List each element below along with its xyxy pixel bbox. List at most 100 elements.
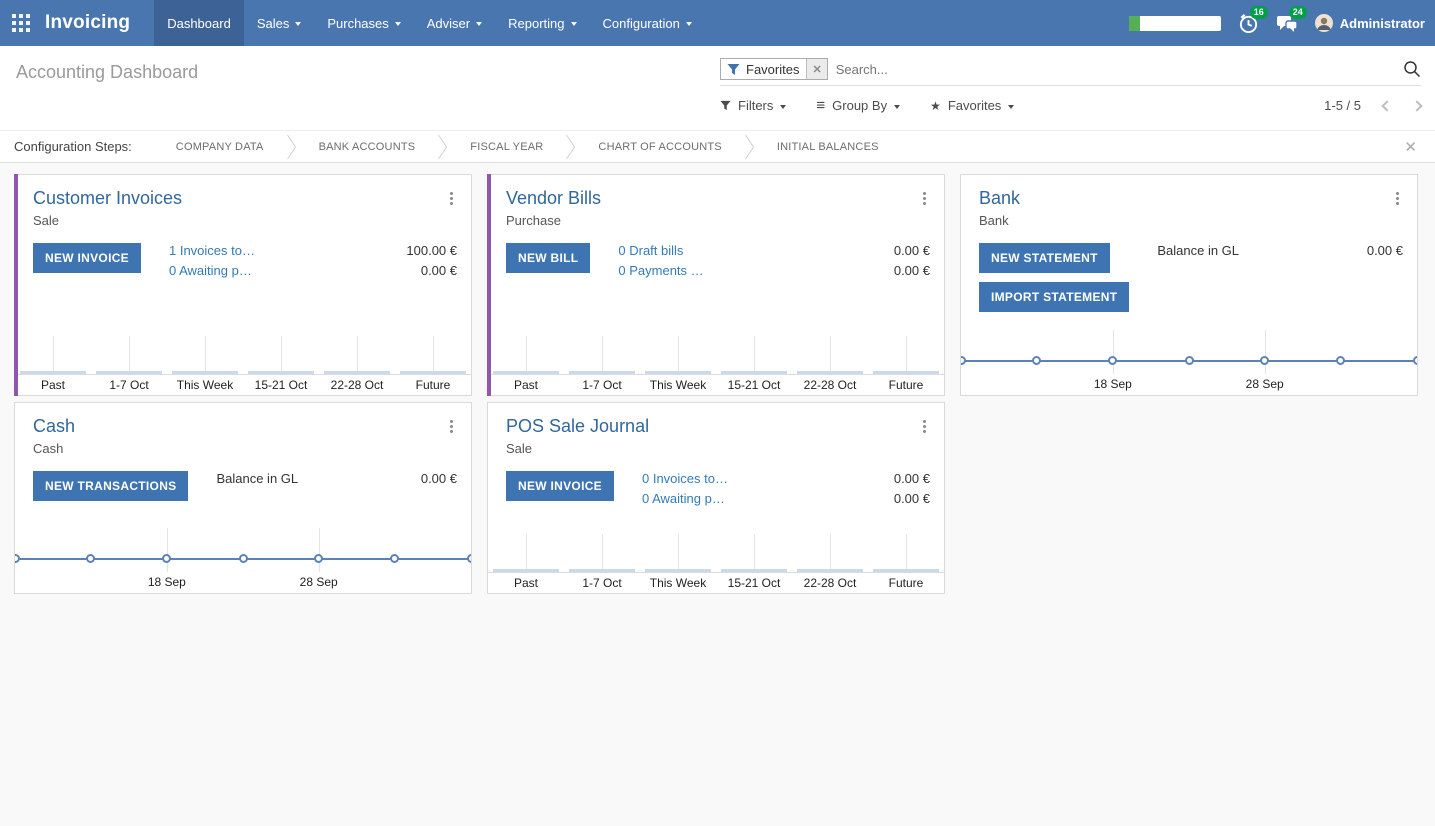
x-axis-label: 22-28 Oct: [803, 378, 857, 392]
caret-down-icon: [295, 22, 302, 26]
app-brand: Invoicing: [0, 0, 154, 46]
star-icon: ★: [930, 98, 941, 113]
x-axis-label: 15-21 Oct: [727, 378, 781, 392]
step-chart-of-accounts[interactable]: CHART OF ACCOUNTS: [598, 140, 722, 153]
card-title[interactable]: Bank: [979, 188, 1021, 208]
app-title[interactable]: Invoicing: [45, 12, 131, 33]
amount: 0.00 €: [893, 471, 930, 486]
x-axis-label: 28 Sep: [1245, 377, 1284, 391]
search-icon[interactable]: [1403, 60, 1421, 78]
step-bank-accounts[interactable]: BANK ACCOUNTS: [318, 140, 416, 153]
card-subtitle: Bank: [979, 213, 1009, 228]
menu-purchases[interactable]: Purchases: [314, 0, 413, 46]
pager-next-button[interactable]: [1411, 99, 1423, 112]
caret-down-icon: [476, 22, 483, 26]
messages-button[interactable]: 24: [1276, 5, 1307, 34]
user-name: Administrator: [1339, 15, 1425, 31]
navbar-systray: 16 24 Administrator: [1128, 0, 1435, 46]
card-title[interactable]: Cash: [33, 416, 76, 436]
group-by-button[interactable]: ≡ Group By: [816, 98, 901, 113]
step-fiscal-year[interactable]: FISCAL YEAR: [470, 140, 544, 153]
new-invoice-button[interactable]: NEW INVOICE: [33, 243, 141, 273]
x-axis-label: Past: [513, 378, 538, 392]
new-bill-button[interactable]: NEW BILL: [506, 243, 591, 273]
x-axis-label: 15-21 Oct: [254, 378, 308, 392]
menu-reporting[interactable]: Reporting: [495, 0, 589, 46]
card-menu-button[interactable]: [1392, 188, 1403, 209]
new-transactions-button[interactable]: NEW TRANSACTIONS: [33, 471, 189, 501]
card-title[interactable]: POS Sale Journal: [506, 416, 650, 436]
x-axis-label: 15-21 Oct: [727, 576, 781, 590]
journal-line-chart: 18 Sep 28 Sep: [15, 528, 471, 593]
new-statement-button[interactable]: NEW STATEMENT: [979, 243, 1110, 273]
x-axis-label: Past: [513, 576, 538, 590]
card-menu-button[interactable]: [919, 416, 930, 437]
user-menu[interactable]: Administrator: [1314, 14, 1425, 32]
step-company-data[interactable]: COMPANY DATA: [175, 140, 264, 153]
new-invoice-button[interactable]: NEW INVOICE: [506, 471, 614, 501]
journal-bar-chart: Past 1-7 Oct This Week 15-21 Oct 22-28 Oct Fu…: [488, 528, 944, 593]
x-axis-label: 1-7 Oct: [582, 378, 622, 392]
x-axis-label: This Week: [649, 576, 707, 590]
funnel-icon: [720, 100, 731, 111]
configuration-steps-label: Configuration Steps:: [14, 139, 132, 154]
activities-button[interactable]: 16: [1238, 5, 1268, 34]
search-bar: Favorites ✕: [720, 58, 1421, 86]
pager: 1-5 / 5: [1324, 98, 1423, 113]
filters-button[interactable]: Filters: [720, 98, 787, 113]
favorites-button[interactable]: ★ Favorites: [930, 98, 1015, 113]
card-title[interactable]: Customer Invoices: [33, 188, 183, 208]
x-axis-label: Future: [888, 576, 924, 590]
card-title[interactable]: Vendor Bills: [506, 188, 602, 208]
main-menu: Dashboard Sales Purchases Adviser Report…: [154, 0, 705, 46]
balance-in-gl-label: Balance in GL: [1157, 243, 1240, 258]
x-axis-label: Future: [415, 378, 451, 392]
x-axis-label: 1-7 Oct: [109, 378, 149, 392]
remove-facet-icon[interactable]: ✕: [806, 59, 827, 79]
step-separator-icon: [744, 134, 755, 160]
menu-adviser[interactable]: Adviser: [414, 0, 495, 46]
caret-down-icon: [570, 22, 577, 26]
x-axis-label: Future: [888, 378, 924, 392]
apps-grid-icon[interactable]: [12, 14, 30, 32]
card-subtitle: Sale: [506, 441, 533, 456]
clock-icon: [1239, 13, 1257, 33]
pager-previous-button[interactable]: [1381, 99, 1393, 112]
menu-dashboard[interactable]: Dashboard: [154, 0, 244, 46]
payments-link[interactable]: 0 Payments …: [618, 263, 704, 278]
activities-count-badge: 16: [1249, 5, 1268, 19]
invoices-to-validate-link[interactable]: 1 Invoices to…: [168, 243, 255, 258]
caret-down-icon: [1008, 104, 1015, 109]
card-menu-button[interactable]: [446, 416, 457, 437]
step-separator-icon: [437, 134, 448, 160]
card-menu-button[interactable]: [919, 188, 930, 209]
step-separator-icon: [286, 134, 297, 160]
dashboard-kanban: Customer Invoices Sale NEW INVOICE 1 Inv…: [0, 163, 1435, 605]
balance-in-gl-label: Balance in GL: [216, 471, 299, 486]
step-initial-balances[interactable]: INITIAL BALANCES: [776, 140, 879, 153]
search-facet-favorites: Favorites ✕: [720, 58, 828, 80]
amount: 0.00 €: [893, 491, 930, 506]
control-panel-buttons: Filters ≡ Group By ★ Favorites 1-5 / 5: [720, 98, 1423, 113]
amount: 0.00 €: [893, 263, 930, 278]
step-separator-icon: [565, 134, 576, 160]
x-axis-label: 18 Sep: [1093, 377, 1132, 391]
avatar: [1314, 14, 1333, 32]
menu-sales[interactable]: Sales: [244, 0, 315, 46]
amount: 0.00 €: [420, 471, 457, 486]
journal-card-vendor-bills: Vendor Bills Purchase NEW BILL 0 Draft b…: [487, 174, 945, 396]
import-statement-button[interactable]: IMPORT STATEMENT: [979, 282, 1130, 312]
x-axis-label: 18 Sep: [147, 575, 186, 589]
close-icon[interactable]: ✕: [1404, 138, 1417, 156]
caret-down-icon: [685, 22, 692, 26]
amount: 0.00 €: [893, 243, 930, 258]
x-axis-label: This Week: [176, 378, 234, 392]
awaiting-payments-link[interactable]: 0 Awaiting p…: [168, 263, 252, 278]
invoices-to-validate-link[interactable]: 0 Invoices to…: [641, 471, 728, 486]
card-menu-button[interactable]: [446, 188, 457, 209]
draft-bills-link[interactable]: 0 Draft bills: [618, 243, 684, 258]
journal-bar-chart: Past 1-7 Oct This Week 15-21 Oct 22-28 Oct Fu…: [488, 330, 944, 395]
search-input[interactable]: [835, 61, 1395, 77]
awaiting-payments-link[interactable]: 0 Awaiting p…: [641, 491, 725, 506]
menu-configuration[interactable]: Configuration: [590, 0, 705, 46]
